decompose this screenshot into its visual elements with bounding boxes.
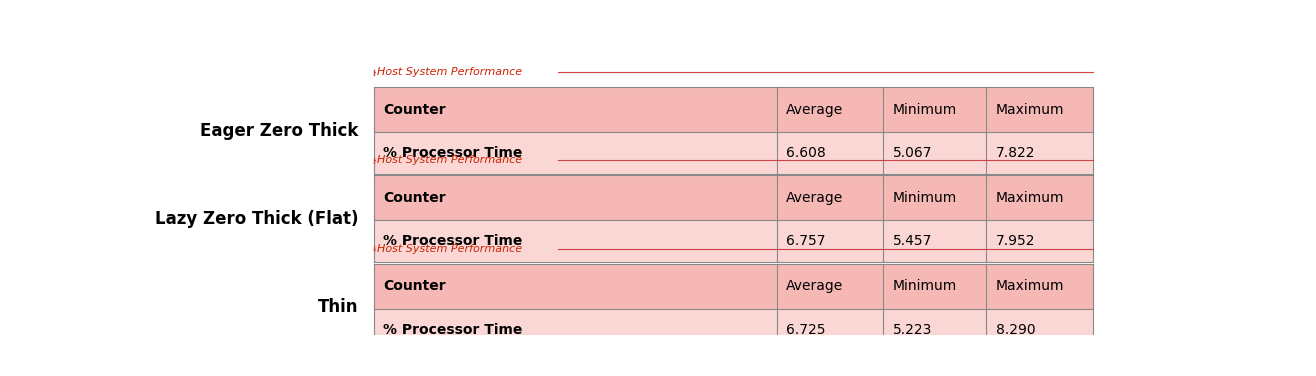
Text: Minimum: Minimum bbox=[892, 279, 957, 293]
Text: % Processor Time: % Processor Time bbox=[383, 146, 522, 160]
Bar bbox=[374, 220, 1092, 262]
Text: 6.725: 6.725 bbox=[786, 323, 825, 337]
Bar bbox=[374, 132, 1092, 174]
Bar bbox=[374, 264, 1092, 309]
Text: % Processor Time: % Processor Time bbox=[383, 234, 522, 248]
Text: Counter: Counter bbox=[383, 191, 446, 205]
Text: 5.457: 5.457 bbox=[892, 234, 932, 248]
Text: Counter: Counter bbox=[383, 279, 446, 293]
Text: Maximum: Maximum bbox=[996, 103, 1065, 117]
Text: 8.290: 8.290 bbox=[996, 323, 1036, 337]
Text: Host System Performance: Host System Performance bbox=[376, 156, 521, 165]
Text: Host System Performance: Host System Performance bbox=[376, 67, 521, 77]
Text: % Processor Time: % Processor Time bbox=[383, 323, 522, 337]
Text: Average: Average bbox=[786, 279, 844, 293]
Text: 6.757: 6.757 bbox=[786, 234, 825, 248]
Text: 7.822: 7.822 bbox=[996, 146, 1036, 160]
Text: Host System Performance: Host System Performance bbox=[376, 244, 521, 254]
Text: Maximum: Maximum bbox=[996, 279, 1065, 293]
Text: 5.223: 5.223 bbox=[892, 323, 932, 337]
Text: Minimum: Minimum bbox=[892, 103, 957, 117]
Text: Average: Average bbox=[786, 103, 844, 117]
Text: 5.067: 5.067 bbox=[892, 146, 933, 160]
Text: Lazy Zero Thick (Flat): Lazy Zero Thick (Flat) bbox=[155, 210, 358, 228]
Text: Thin: Thin bbox=[317, 298, 358, 316]
Text: 6.608: 6.608 bbox=[786, 146, 826, 160]
Text: Eager Zero Thick: Eager Zero Thick bbox=[200, 121, 358, 139]
Bar bbox=[374, 309, 1092, 350]
Text: Minimum: Minimum bbox=[892, 191, 957, 205]
Text: Maximum: Maximum bbox=[996, 191, 1065, 205]
Bar bbox=[374, 87, 1092, 132]
Text: Counter: Counter bbox=[383, 103, 446, 117]
Text: 7.952: 7.952 bbox=[996, 234, 1036, 248]
Bar bbox=[374, 175, 1092, 220]
Text: Average: Average bbox=[786, 191, 844, 205]
